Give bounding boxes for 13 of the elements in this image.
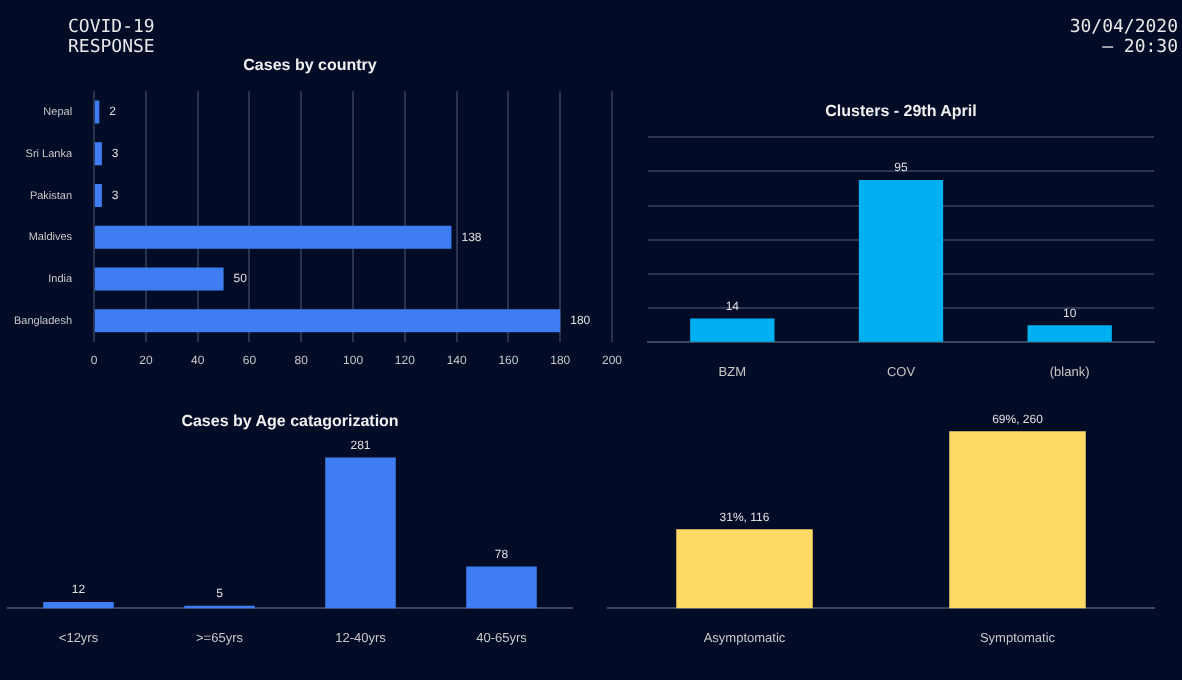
bar (94, 267, 224, 291)
chart-title: Cases by country (243, 56, 378, 75)
chart-title: Clusters - 29th April (825, 102, 977, 121)
bar (325, 457, 396, 609)
chart-title: Cases by Age catagorization (181, 412, 399, 431)
bar (94, 225, 452, 249)
bar (43, 601, 114, 609)
text: 30/04/2020 — 20:30 (1067, 18, 1178, 58)
bar (94, 142, 102, 166)
text: COVID-19 RESPONSE (68, 18, 157, 58)
bar (94, 309, 561, 333)
bar (94, 184, 102, 208)
bar (466, 566, 537, 609)
